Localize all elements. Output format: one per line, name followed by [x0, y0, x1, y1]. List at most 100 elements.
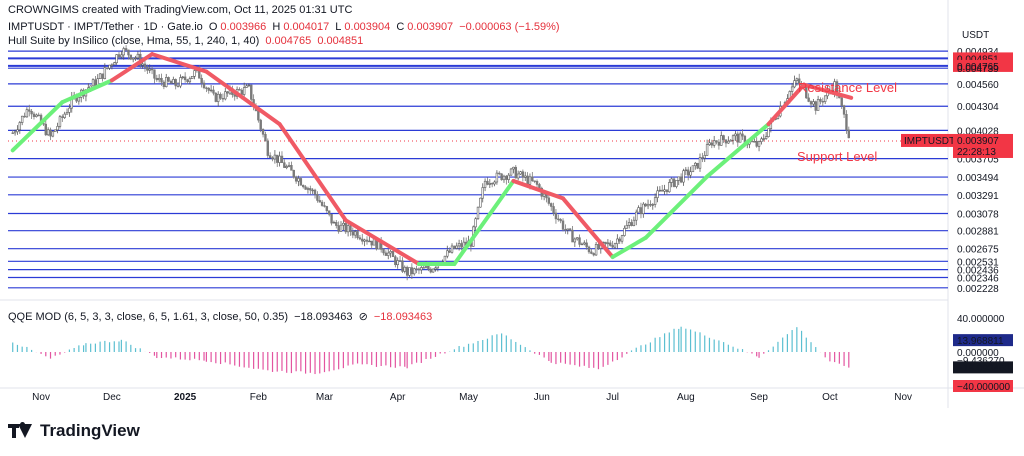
candle-body	[651, 204, 654, 206]
candle-body	[268, 155, 272, 159]
candle-body	[486, 180, 489, 185]
candle-body	[658, 189, 662, 192]
candle-body	[696, 162, 699, 169]
candle-body	[122, 48, 125, 56]
candle-body	[552, 206, 555, 214]
candle-body	[446, 250, 449, 257]
candle-body	[554, 212, 558, 220]
hull-segment	[705, 122, 771, 179]
hull-segment	[801, 82, 854, 100]
candle-body	[363, 239, 366, 242]
candle-body	[124, 48, 128, 51]
candle-body	[261, 129, 265, 135]
price-tick: 0.004028	[957, 126, 999, 137]
candle-body	[153, 69, 156, 79]
candle-body	[257, 110, 260, 121]
candle-body	[571, 229, 574, 243]
candle-body	[346, 225, 350, 233]
candle-body	[646, 203, 650, 207]
candle-body	[325, 206, 329, 212]
candle-body	[675, 180, 678, 187]
candle-body	[450, 245, 454, 253]
candle-body	[481, 187, 484, 199]
candle-body	[736, 133, 739, 143]
candle-body	[649, 203, 652, 206]
candle-body	[339, 224, 343, 232]
tradingview-icon	[8, 420, 34, 442]
qqe-tick-highlight: −18.093463	[957, 363, 1011, 374]
candle-body	[32, 113, 36, 117]
candle-body	[682, 170, 685, 183]
candle-body	[535, 181, 539, 185]
hull-value-1: 0.004765	[265, 35, 312, 47]
time-tick: Apr	[390, 392, 406, 403]
open-value: 0.003966	[220, 21, 267, 33]
candle-body	[221, 98, 225, 100]
candle-body	[191, 76, 194, 79]
hull-legend[interactable]: Hull Suite by InSilico (close, Hma, 55, …	[8, 35, 366, 47]
candle-body	[143, 63, 147, 68]
candle-body	[625, 225, 628, 229]
open-label: O	[208, 21, 218, 33]
candle-body	[384, 252, 388, 256]
candle-body	[181, 76, 184, 78]
last-price-bg	[953, 133, 1013, 158]
time-tick: Oct	[822, 392, 838, 403]
candle-body	[798, 78, 801, 85]
candle-body	[299, 178, 303, 186]
candle-body	[642, 203, 645, 214]
qqe-legend[interactable]: QQE MOD (6, 5, 3, 3, close, 6, 5, 1.61, …	[8, 310, 435, 323]
candle-body	[727, 140, 730, 144]
candle-body	[443, 255, 447, 263]
candle-body	[512, 166, 515, 170]
tradingview-logo[interactable]: TradingView	[8, 420, 140, 442]
candle-body	[538, 184, 541, 189]
candle-body	[332, 221, 336, 224]
candle-body	[68, 107, 71, 113]
candle-body	[524, 175, 527, 178]
candle-body	[705, 144, 709, 156]
candle-body	[304, 186, 307, 190]
candle-body	[103, 67, 107, 79]
candle-body	[391, 251, 395, 258]
candle-body	[302, 184, 305, 188]
candle-body	[297, 178, 300, 182]
candle-body	[285, 166, 288, 168]
candle-body	[566, 228, 569, 231]
candle-body	[620, 235, 624, 242]
candle-body	[240, 89, 244, 95]
candle-body	[462, 241, 466, 248]
time-tick: Sep	[750, 392, 768, 403]
low-label: L	[335, 21, 342, 33]
candle-body	[639, 207, 643, 214]
candle-body	[214, 92, 218, 102]
time-tick: Feb	[250, 392, 268, 403]
candle-body	[845, 114, 848, 131]
candle-body	[762, 138, 765, 140]
candle-body	[722, 135, 725, 141]
candle-body	[583, 242, 586, 245]
candle-body	[557, 218, 560, 220]
candle-body	[105, 67, 109, 69]
candle-body	[382, 249, 385, 254]
candle-body	[606, 242, 610, 245]
candle-body	[219, 93, 222, 99]
candle-body	[415, 268, 418, 270]
hull-segment	[204, 69, 282, 127]
candle-body	[242, 87, 246, 95]
candle-body	[453, 245, 456, 249]
candle-body	[594, 244, 598, 256]
candle-body	[30, 111, 33, 115]
candle-body	[575, 237, 579, 240]
time-tick: Jul	[606, 392, 619, 403]
candle-body	[618, 238, 621, 242]
candle-body	[757, 141, 761, 147]
time-tick: Dec	[103, 392, 121, 403]
candle-body	[35, 114, 38, 117]
high-label: H	[272, 21, 281, 33]
candle-body	[309, 188, 312, 191]
candle-body	[684, 169, 688, 172]
candle-body	[703, 155, 706, 159]
